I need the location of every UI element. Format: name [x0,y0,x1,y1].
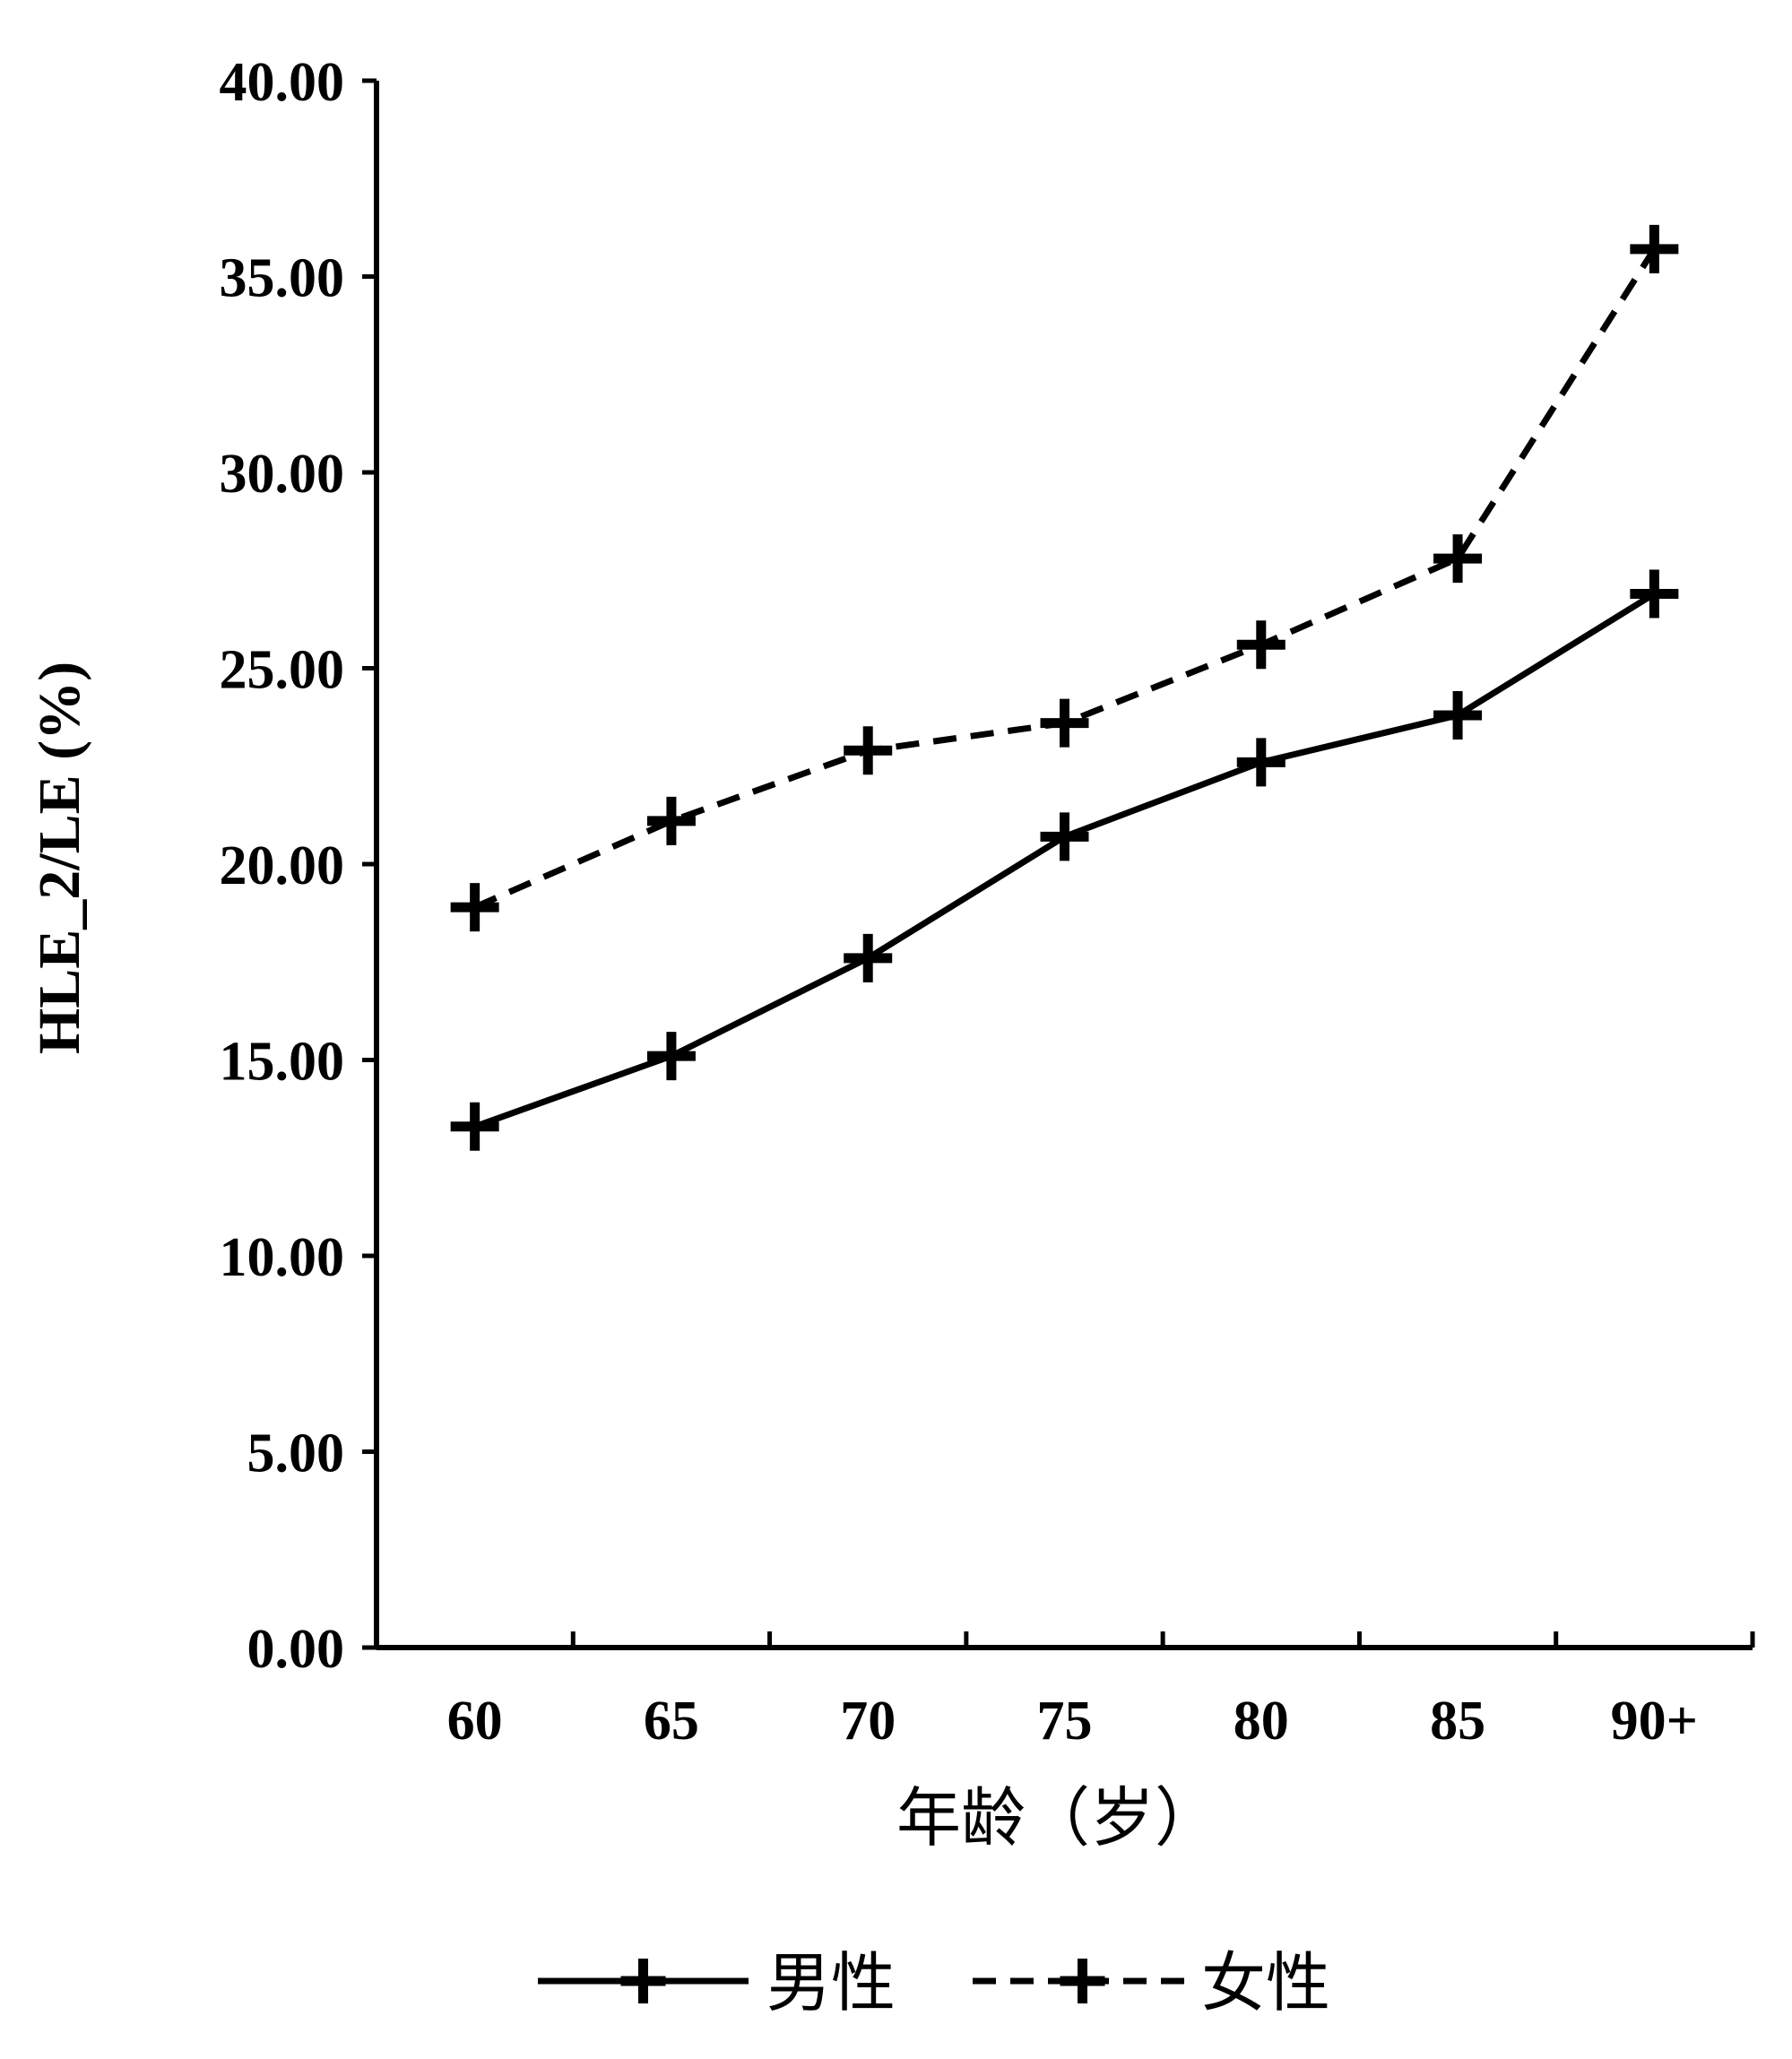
legend-marker-2 [1060,1959,1105,2003]
data-point-series-2 [450,883,499,932]
x-tick-label: 80 [1234,1691,1289,1752]
y-tick-label: 30.00 [220,444,345,505]
data-point-series-1 [450,1102,499,1151]
legend-label-2: 女性 [1201,1945,1330,2020]
x-tick-label: 75 [1037,1691,1093,1752]
data-point-series-1 [1236,738,1286,787]
legend-label-1: 男性 [766,1945,896,2020]
data-point-series-2 [844,726,893,775]
legend-marker-1 [620,1959,666,2003]
x-tick-label: 60 [447,1691,503,1752]
series-layer [450,224,1679,1151]
x-tick-label: 90+ [1611,1691,1698,1752]
y-tick-label: 0.00 [247,1619,345,1680]
y-tick-label: 35.00 [220,248,345,309]
data-point-series-2 [1040,698,1089,748]
axes [362,78,1755,1650]
tick-labels: 0.00 5.00 10.00 15.00 20.00 25.00 30.00 35.00 40… [220,52,1699,1752]
x-tick-label: 85 [1430,1691,1485,1752]
data-point-series-1 [1433,690,1483,740]
series-line-2 [473,247,1658,911]
y-tick-label: 15.00 [220,1032,345,1093]
data-point-series-2 [646,796,696,845]
x-axis-title: 年龄（岁） [896,1780,1219,1856]
y-tick-label: 5.00 [247,1423,345,1484]
y-tick-label: 40.00 [220,52,345,113]
y-tick-label: 20.00 [220,835,345,896]
y-axis-title: HLE_2/LE (%) [27,662,92,1054]
data-point-series-1 [646,1032,696,1081]
data-point-series-1 [1630,569,1679,619]
y-tick-label: 25.00 [220,640,345,701]
data-point-series-1 [844,933,893,982]
data-point-series-1 [1040,812,1089,861]
data-point-series-2 [1433,534,1483,584]
data-point-series-2 [1236,620,1286,670]
legend: 男性 女性 [538,1945,1330,2020]
y-tick-label: 10.00 [220,1227,345,1288]
x-tick-label: 65 [644,1691,699,1752]
x-tick-label: 70 [840,1691,896,1752]
data-point-series-2 [1630,224,1679,273]
